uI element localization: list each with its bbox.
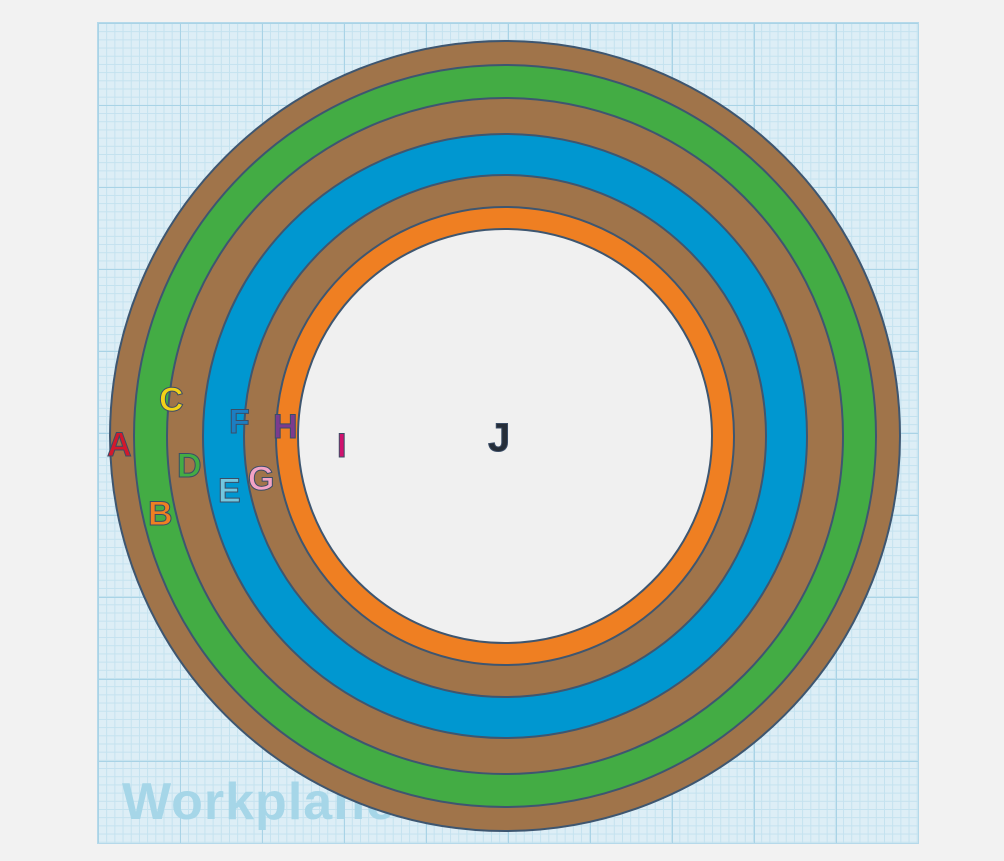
label-i[interactable]: I [336,427,347,465]
label-b[interactable]: B [148,495,174,533]
label-h[interactable]: H [273,408,299,446]
label-e[interactable]: E [218,472,242,510]
label-g[interactable]: G [247,460,275,498]
label-j[interactable]: J [487,416,511,460]
label-f[interactable]: F [229,403,251,441]
label-d[interactable]: D [177,447,203,485]
label-c[interactable]: C [159,381,185,419]
center-disc[interactable] [297,228,713,644]
label-a[interactable]: A [107,426,133,464]
